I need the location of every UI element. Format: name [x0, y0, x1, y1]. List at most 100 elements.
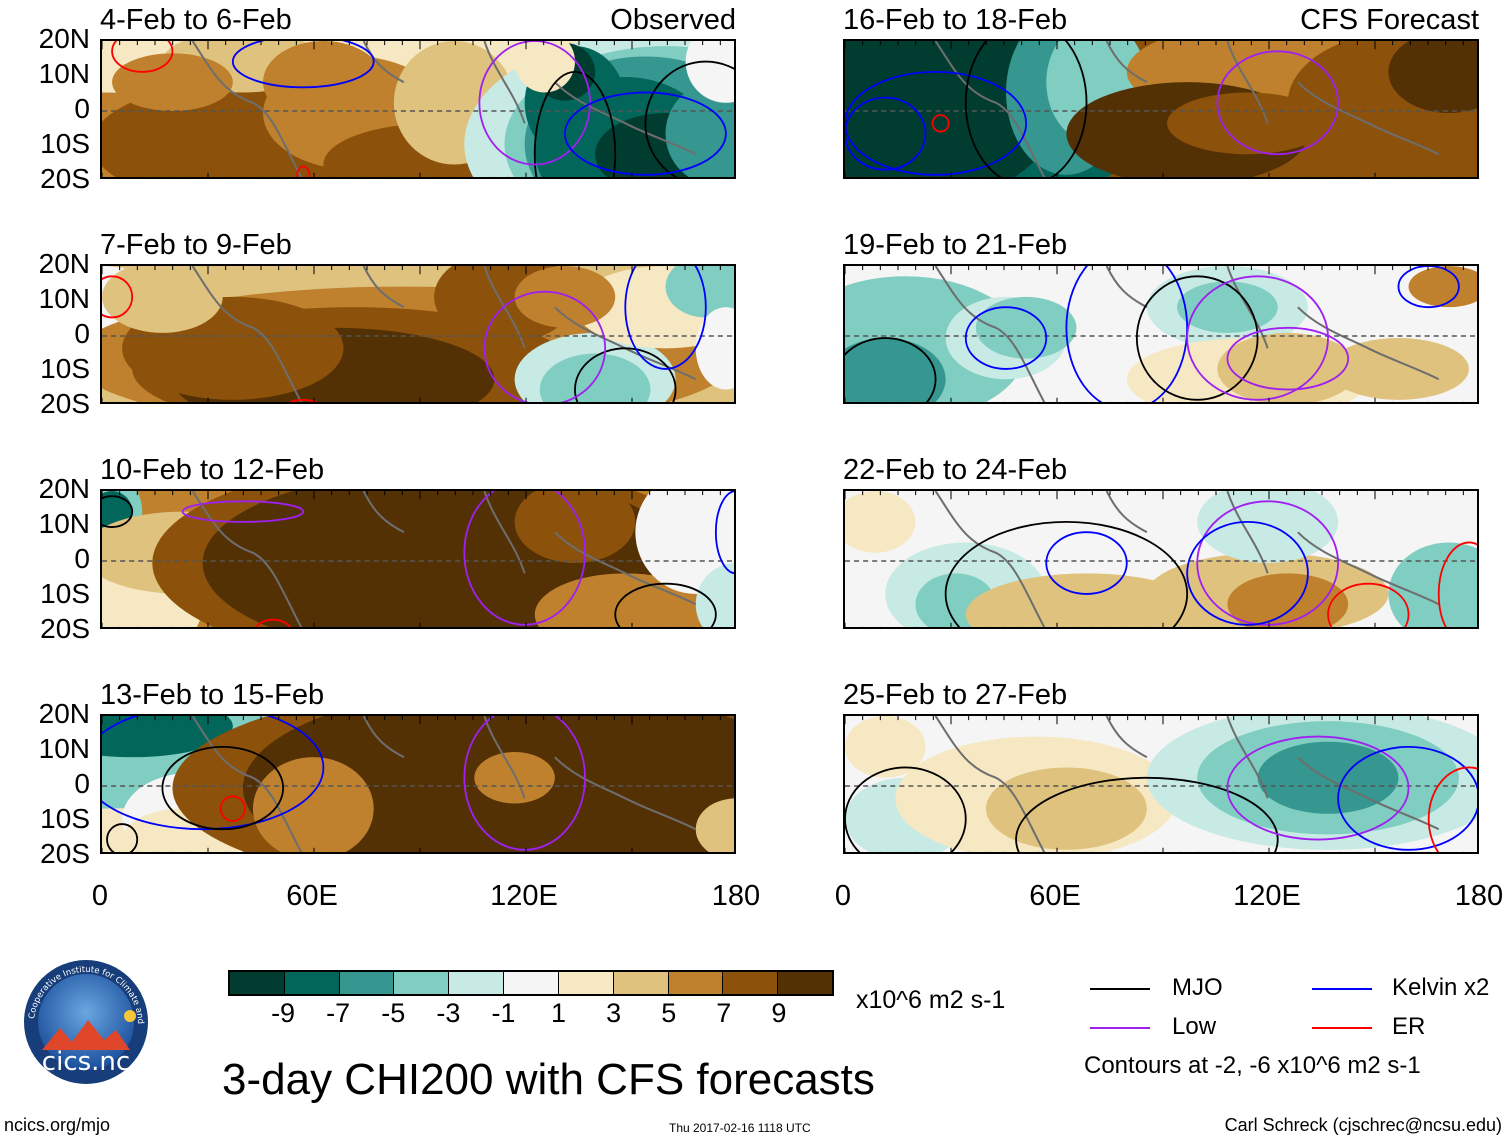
y-tick-label: 10S — [40, 128, 90, 159]
wave-contour — [1135, 275, 1259, 401]
colorbar-cell — [723, 972, 779, 994]
y-tick-label: 20S — [40, 838, 90, 869]
x-tick-label: 0 — [91, 880, 109, 912]
legend-line-mjo — [1090, 988, 1150, 990]
coastline — [191, 266, 697, 402]
anomaly-shading — [695, 798, 734, 852]
anomaly-shading — [514, 491, 636, 564]
coastline — [934, 491, 1440, 627]
coastline — [191, 716, 697, 852]
y-tick-label: 10S — [40, 353, 90, 384]
anomaly-shading — [1177, 281, 1278, 333]
wave-contour — [1045, 531, 1128, 595]
panel-title: 7-Feb to 9-Feb — [100, 229, 292, 261]
wave-contour — [1327, 582, 1410, 627]
anomaly-shading — [112, 53, 233, 111]
x-tick-label: 0 — [834, 880, 852, 912]
coastline — [934, 41, 1440, 177]
y-tick-label: 0 — [74, 768, 90, 799]
colorbar-cell — [613, 972, 669, 994]
anomaly-shading — [1408, 266, 1477, 308]
logo-text: cics.nc — [42, 1047, 130, 1077]
x-tick-label: 180 — [711, 880, 761, 912]
colorbar-cell — [284, 972, 340, 994]
colorbar-cell — [504, 972, 559, 994]
panel-title: 25-Feb to 27-Feb — [843, 679, 1068, 711]
chart-title: 3-day CHI200 with CFS forecasts — [222, 1055, 875, 1104]
panel-title: 10-Feb to 12-Feb — [100, 454, 325, 486]
y-tick-label: 0 — [74, 93, 90, 124]
colorbar-label: -3 — [436, 998, 461, 1028]
wave-contour — [181, 500, 305, 523]
map-panel — [843, 714, 1479, 854]
legend-line-kelvin — [1312, 988, 1372, 990]
wave-contour — [111, 41, 174, 73]
map-panel-field — [102, 491, 734, 627]
legend-label-er: ER — [1392, 1013, 1426, 1040]
anomaly-shading — [665, 266, 734, 318]
footer-timestamp: Thu 2017-02-16 1118 UTC — [669, 1121, 811, 1135]
wave-contour — [574, 347, 677, 402]
wave-contour — [1186, 275, 1329, 401]
wave-contour — [1015, 776, 1279, 852]
anomaly-shading — [635, 491, 734, 594]
coastline — [191, 41, 697, 177]
anomaly-shading — [845, 716, 926, 778]
colorbar-cell — [449, 972, 505, 994]
wave-contour — [1226, 326, 1350, 391]
x-tick-label: 120E — [490, 880, 558, 912]
x-tick-label: 120E — [1233, 880, 1301, 912]
legend-line-er — [1312, 1027, 1372, 1029]
contour-note: Contours at -2, -6 x10^6 m2 s-1 — [1084, 1052, 1421, 1079]
map-panel — [100, 489, 736, 629]
map-panel-field — [845, 266, 1477, 402]
anomaly-shading — [539, 353, 651, 402]
colorbar-label: -1 — [491, 998, 516, 1028]
y-tick-label: 10N — [38, 733, 90, 764]
colorbar — [228, 970, 834, 996]
colorbar-cell — [339, 972, 395, 994]
map-panel — [843, 39, 1479, 179]
map-panel-field — [845, 41, 1477, 177]
legend-line-low — [1090, 1027, 1150, 1029]
wave-contour — [1427, 766, 1477, 852]
panel-title: 19-Feb to 21-Feb — [843, 229, 1068, 261]
anomaly-shading — [985, 767, 1147, 850]
map-panel-field — [102, 266, 734, 402]
footer-credit: Carl Schreck (cjschrec@ncsu.edu) — [1224, 1115, 1502, 1135]
footer-url[interactable]: ncics.org/mjo — [4, 1115, 111, 1135]
x-tick-label: 180 — [1454, 880, 1504, 912]
wave-contour — [845, 70, 1028, 176]
wave-contour — [614, 582, 717, 627]
y-tick-label: 20N — [38, 23, 90, 54]
colorbar-cell — [394, 972, 450, 994]
anomaly-shading — [514, 266, 616, 328]
wave-contour — [1226, 735, 1410, 841]
legend-label-kelvin: Kelvin x2 — [1392, 974, 1490, 1001]
y-tick-label: 10S — [40, 578, 90, 609]
wave-contour — [644, 60, 734, 177]
colorbar-label: 7 — [716, 998, 732, 1028]
map-panel-field — [102, 716, 734, 852]
panel-title: 13-Feb to 15-Feb — [100, 679, 325, 711]
map-panel — [843, 264, 1479, 404]
wave-contour — [1337, 745, 1477, 851]
colorbar-cell — [230, 972, 285, 994]
wave-contour — [624, 266, 707, 370]
map-panel-field — [845, 491, 1477, 627]
anomaly-shading — [474, 752, 555, 804]
panel-title: 22-Feb to 24-Feb — [843, 454, 1068, 486]
legend-label-mjo: MJO — [1172, 974, 1223, 1001]
map-panel — [100, 264, 736, 404]
colorbar-label: 5 — [661, 998, 677, 1028]
panel-title: 4-Feb to 6-Feb — [100, 4, 292, 36]
wave-contour — [219, 795, 246, 822]
coastline — [934, 266, 1440, 402]
colorbar-label: -5 — [381, 998, 406, 1028]
wave-contour — [1196, 500, 1340, 626]
map-panel — [843, 489, 1479, 629]
coastline — [934, 716, 1440, 852]
colorbar-cell — [558, 972, 614, 994]
anomaly-shading — [695, 563, 734, 627]
anomaly-shading — [102, 266, 223, 333]
